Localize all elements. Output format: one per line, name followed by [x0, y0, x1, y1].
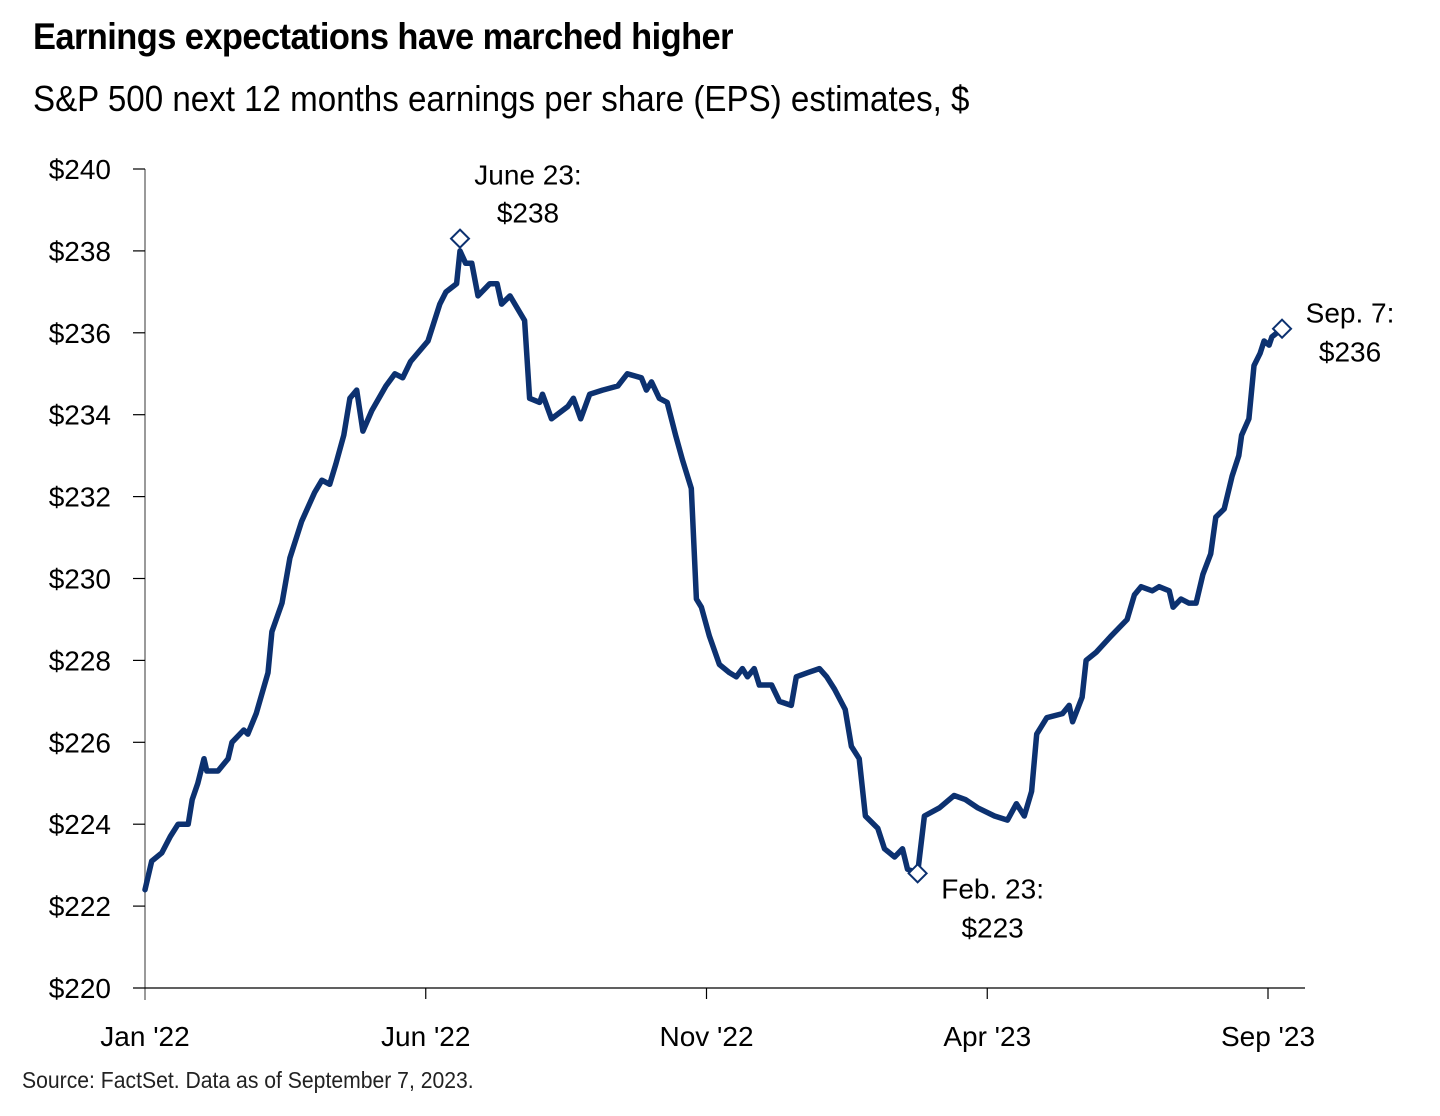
x-axis: Jan '22 Jun '22 Nov '22 Apr '23 Sep '23: [100, 987, 1315, 1052]
annotations-group: June 23: $238 Feb. 23: $223 Sep. 7: $236: [449, 160, 1395, 943]
annotation-label-latest-date: Sep. 7:: [1306, 298, 1395, 329]
x-tick-label: Apr '23: [943, 1021, 1031, 1052]
annotation-marker-peak: [449, 228, 471, 250]
y-tick-label: $238: [49, 236, 111, 267]
y-tick-label: $222: [49, 891, 111, 922]
y-tick-label: $226: [49, 727, 111, 758]
annotation-label-latest-value: $236: [1319, 337, 1381, 368]
y-tick-label: $220: [49, 973, 111, 1004]
chart-subtitle: S&P 500 next 12 months earnings per shar…: [33, 78, 970, 119]
y-axis: $240 $238 $236 $234 $232 $230 $228 $226 $224 $222…: [49, 154, 146, 1004]
y-tick-label: $234: [49, 400, 111, 431]
series-line: [142, 248, 1285, 893]
y-tick-label: $228: [49, 645, 111, 676]
annotation-marker-latest: [1271, 318, 1293, 340]
annotation-label-trough-value: $223: [961, 912, 1023, 943]
y-tick-label: $240: [49, 154, 111, 185]
annotation-label-peak-value: $238: [497, 198, 559, 229]
x-tick-label: Nov '22: [659, 1021, 753, 1052]
y-tick-label: $230: [49, 564, 111, 595]
x-tick-label: Jan '22: [100, 1021, 189, 1052]
y-tick-label: $232: [49, 482, 111, 513]
chart-title: Earnings expectations have marched highe…: [33, 16, 734, 57]
annotation-label-trough-date: Feb. 23:: [941, 873, 1044, 904]
y-tick-label: $236: [49, 318, 111, 349]
y-tick-label: $224: [49, 809, 111, 840]
source-note: Source: FactSet. Data as of September 7,…: [22, 1067, 474, 1093]
series-group: [142, 248, 1285, 893]
x-tick-label: Jun '22: [381, 1021, 470, 1052]
annotation-marker-trough: [907, 862, 929, 884]
annotation-label-peak-date: June 23:: [474, 160, 581, 191]
x-tick-label: Sep '23: [1221, 1021, 1315, 1052]
